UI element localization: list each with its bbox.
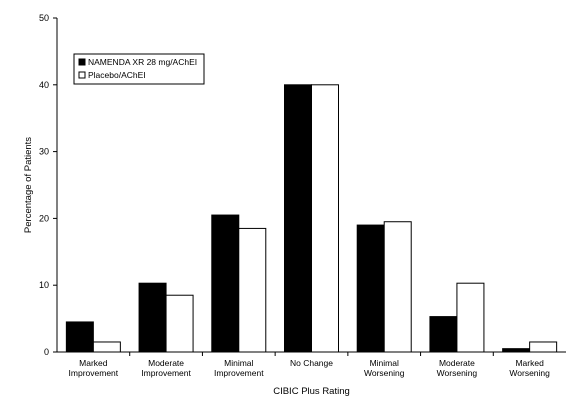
y-tick-label: 10 <box>39 280 49 290</box>
category-labels: MarkedImprovementModerateImprovementMini… <box>69 358 551 378</box>
category-label: Worsening <box>364 368 405 378</box>
legend-swatch-namenda <box>78 58 86 66</box>
legend-swatch-placebo <box>78 71 86 79</box>
y-tick-label: 30 <box>39 147 49 157</box>
category-label: Marked <box>79 358 108 368</box>
y-axis-title: Percentage of Patients <box>23 137 34 233</box>
bar-placebo <box>311 84 339 353</box>
bar-placebo <box>529 341 558 353</box>
bar-namenda <box>429 316 458 353</box>
bar-namenda <box>284 84 312 353</box>
bar-namenda <box>502 348 531 353</box>
y-tick-label: 40 <box>39 80 49 90</box>
bars <box>65 84 558 353</box>
legend-label-placebo: Placebo/AChEI <box>88 70 146 80</box>
category-label: Minimal <box>224 358 253 368</box>
category-label: Improvement <box>214 368 264 378</box>
bar-namenda <box>138 282 167 353</box>
category-label: Moderate <box>439 358 475 368</box>
bar-placebo <box>165 294 194 353</box>
bar-namenda <box>211 214 240 353</box>
bar-namenda <box>356 224 385 353</box>
legend-label-namenda: NAMENDA XR 28 mg/AChEI <box>88 57 197 67</box>
category-label: Marked <box>515 358 544 368</box>
bar-namenda <box>65 321 94 353</box>
bar-placebo <box>92 341 121 353</box>
y-tick-label: 20 <box>39 213 49 223</box>
category-label: No Change <box>290 358 333 368</box>
bar-placebo <box>383 221 412 353</box>
legend-box <box>73 53 205 85</box>
y-ticks: 0 10 20 30 40 50 <box>39 13 57 357</box>
category-label: Moderate <box>148 358 184 368</box>
category-label: Improvement <box>141 368 191 378</box>
category-label: Improvement <box>69 368 119 378</box>
category-label: Worsening <box>509 368 550 378</box>
category-label: Minimal <box>370 358 399 368</box>
bar-placebo <box>456 282 485 353</box>
y-tick-label: 0 <box>44 347 49 357</box>
x-axis-title: CIBIC Plus Rating <box>273 386 350 397</box>
bar-placebo <box>238 227 267 353</box>
y-tick-label: 50 <box>39 13 49 23</box>
category-label: Worsening <box>437 368 478 378</box>
legend: NAMENDA XR 28 mg/AChEI Placebo/AChEI <box>73 53 205 85</box>
